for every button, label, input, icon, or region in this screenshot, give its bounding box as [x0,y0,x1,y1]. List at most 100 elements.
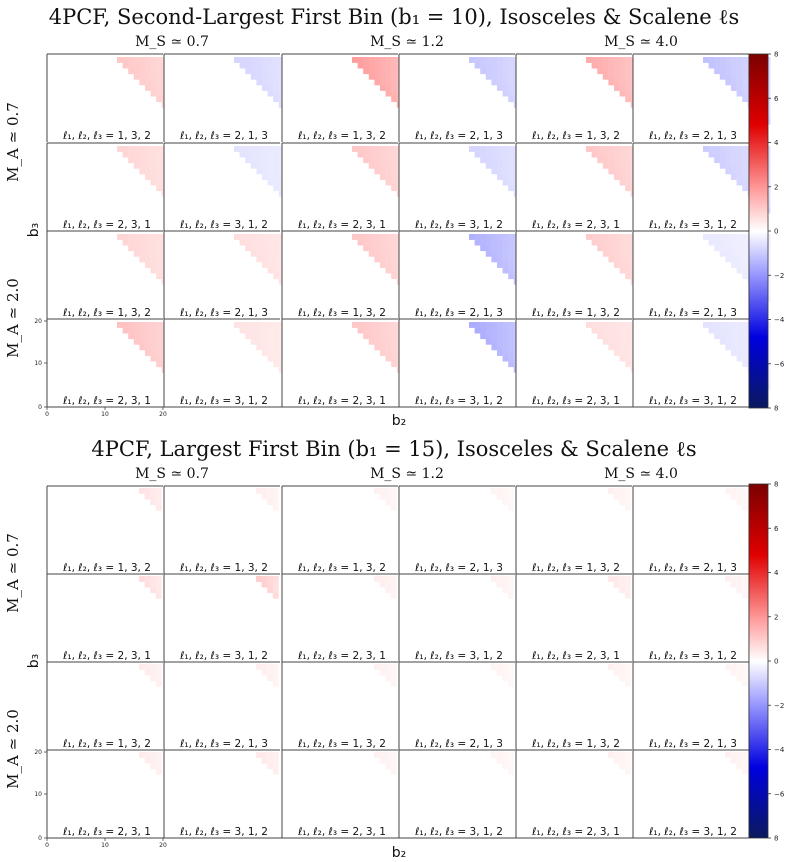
heatmap-cell [391,350,398,356]
heatmap-cell [491,245,498,252]
heatmap-cell [608,57,615,63]
heatmap-cell [613,576,620,582]
heatmap-cell [736,763,743,770]
heatmap-cell [256,256,263,263]
heatmap-cell [391,262,398,268]
heatmap-cell [502,262,509,268]
heatmap-cell [139,146,146,152]
heatmap-cell [156,146,163,152]
heatmap-cell [390,675,397,682]
heatmap-cell [619,587,626,594]
heatmap-cell [368,322,375,328]
panel-background [633,750,749,838]
heatmap-cell [272,504,279,511]
heatmap-cell [508,157,515,164]
heatmap-cell [267,146,274,152]
heatmap-cell [150,757,157,764]
panel-background [47,662,163,750]
colorbar-tick-label: 8 [774,405,778,413]
heatmap-cell [742,179,749,186]
heatmap-cell [608,576,614,582]
heatmap-cell [714,239,721,246]
panel-label: ℓ₁, ℓ₂, ℓ₃ = 2, 3, 1 [62,650,151,662]
panel-label: ℓ₁, ℓ₂, ℓ₃ = 2, 3, 1 [62,395,151,407]
heatmap-cell [480,327,487,334]
heatmap-cell [256,73,263,80]
heatmap-cell [374,239,381,246]
heatmap-cell [250,157,257,164]
heatmap-cell [145,333,151,340]
heatmap-cell [156,262,163,268]
heatmap-cell [731,256,737,263]
heatmap-cell [497,151,503,158]
heatmap-cell [497,162,503,169]
heatmap-cell [122,57,129,63]
heatmap-cell [128,333,135,340]
heatmap-cell [267,151,274,158]
heatmap-cell [619,763,626,770]
heatmap-cell [363,327,370,334]
heatmap-cell [391,90,398,97]
heatmap-cell [742,157,749,164]
heatmap-cell [391,151,398,158]
heatmap-cell [262,62,268,69]
heatmap-cell [502,162,509,169]
heatmap-cell [614,322,620,328]
heatmap-cell [502,763,509,770]
heatmap-cell [736,576,743,582]
heatmap-panel: ℓ₁, ℓ₂, ℓ₃ = 2, 3, 1 [515,749,632,838]
heatmap-cell [619,179,626,186]
heatmap-cell [736,151,743,158]
heatmap-cell [508,179,515,186]
heatmap-cell [273,361,280,368]
heatmap-cell [742,245,749,252]
heatmap-cell [239,327,246,334]
heatmap-cell [156,355,163,362]
heatmap-cell [742,355,749,362]
heatmap-cell [731,168,737,175]
heatmap-panel: ℓ₁, ℓ₂, ℓ₃ = 3, 1, 2 [632,573,749,662]
heatmap-cell [742,344,749,351]
heatmap-cell [480,322,487,328]
heatmap-cell [497,73,503,80]
heatmap-cell [272,752,279,758]
heatmap-cell [374,752,380,758]
heatmap-cell [380,57,386,63]
heatmap-cell [736,57,743,63]
heatmap-cell [385,245,392,252]
heatmap-cell [491,151,498,158]
heatmap-cell [267,322,274,328]
heatmap-cell [256,234,263,240]
heatmap-cell [619,157,626,164]
heatmap-cell [122,62,129,69]
y-tick-label: 0 [38,835,42,842]
heatmap-cell [273,68,280,75]
heatmap-cell [385,239,392,246]
heatmap-cell [385,57,392,63]
heatmap-cell [385,250,392,257]
heatmap-cell [624,499,631,506]
heatmap-cell [128,146,135,152]
heatmap-cell [150,151,157,158]
heatmap-cell [262,327,268,334]
heatmap-cell [730,488,737,494]
heatmap-cell [725,333,732,340]
heatmap-cell [485,239,492,246]
x-axis-label: b₂ [392,413,407,429]
heatmap-cell [150,664,157,670]
heatmap-cell [267,79,274,86]
colorbar-tick-label: −2 [774,272,784,280]
heatmap-cell [385,333,392,340]
heatmap-cell [614,162,620,169]
heatmap-cell [625,90,632,97]
colorbar [748,53,769,409]
heatmap-cell [385,79,392,86]
heatmap-cell [267,62,274,69]
heatmap-cell [256,752,262,758]
heatmap-cell [625,85,632,91]
heatmap-cell [391,62,398,69]
heatmap-cell [730,752,737,758]
heatmap-cell [368,327,375,334]
heatmap-cell [736,327,743,334]
panel-label: ℓ₁, ℓ₂, ℓ₃ = 1, 3, 2 [62,562,151,574]
